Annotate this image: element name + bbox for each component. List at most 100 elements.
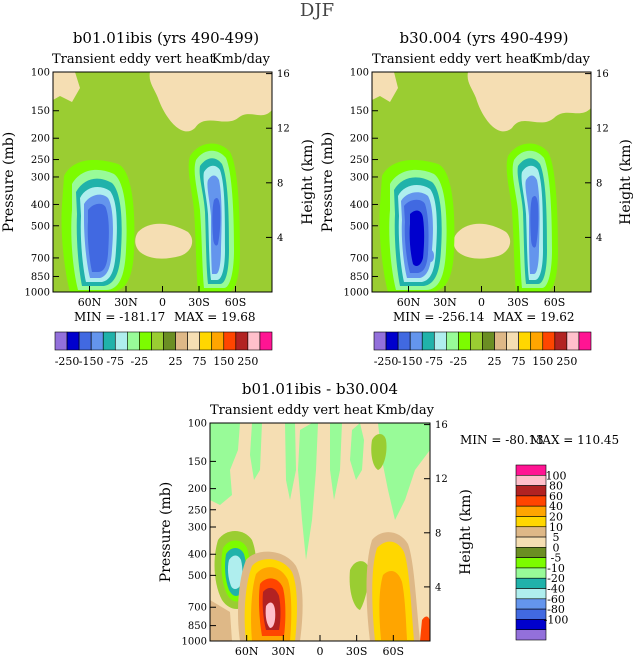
panel-b-colorbar-swatch — [578, 331, 592, 351]
panel-c-rtick-label: 4 — [435, 582, 441, 593]
panel-c-ylabel: Pressure (mb) — [158, 482, 174, 582]
panel-c: b01.01ibis - b30.004 Transient eddy vert… — [158, 380, 619, 658]
panel-a-ylabel-right: Height (km) — [300, 139, 316, 225]
panel-c-ytick-label: 850 — [188, 621, 207, 632]
panel-a-colorbar-swatch — [235, 331, 249, 351]
panel-c-colorbar-label: 0 — [553, 541, 560, 554]
panel-a-colorbar-swatch — [78, 331, 92, 351]
panel-a-colorbar-swatch — [127, 331, 140, 351]
panel-b-colorbar-swatch — [566, 331, 580, 351]
panel-b-max: MAX = 19.62 — [493, 310, 575, 324]
panel-a-rtick-label: 4 — [277, 233, 283, 244]
panel-b-colorbar-swatch — [554, 331, 568, 351]
panel-b-colorbar-label: -75 — [425, 355, 443, 368]
panel-c-colorbar-label: -60 — [547, 593, 565, 606]
panel-c-title: b01.01ibis - b30.004 — [242, 380, 398, 398]
panel-b-colorbar-label: 250 — [556, 355, 577, 368]
panel-c-colorbar-swatch — [515, 557, 547, 569]
panel-a-ytick-label: 1000 — [25, 288, 50, 299]
panel-c-ytick-label: 100 — [188, 419, 207, 430]
panel-c-ytick-label: 700 — [188, 603, 207, 614]
panel-c-units: Kmb/day — [376, 403, 435, 418]
panel-c-colorbar-label: -5 — [551, 552, 562, 565]
panel-c-max: MAX = 110.45 — [530, 433, 619, 447]
panel-c-colorbar-swatch — [515, 526, 547, 538]
panel-b-min: MIN = -256.14 — [393, 310, 485, 324]
panel-b-colorbar-label: -150 — [398, 355, 423, 368]
panel-b-units: Kmb/day — [532, 52, 591, 67]
panel-c-colorbar-swatch — [515, 547, 547, 558]
panel-a-xtick-label: 60N — [78, 296, 102, 309]
panel-c-colorbar-swatch — [515, 619, 547, 631]
panel-a: b01.01ibis (yrs 490-499) Transient eddy … — [1, 29, 316, 368]
panel-c-colorbar-label: 40 — [549, 500, 563, 513]
panel-a-colorbar-swatch — [90, 331, 104, 351]
panel-b-xtick-label: 30N — [433, 296, 457, 309]
panel-b-ytick-label: 400 — [350, 200, 369, 211]
panel-b-title: b30.004 (yrs 490-499) — [400, 29, 569, 47]
panel-c-colorbar-swatch — [515, 588, 547, 600]
panel-c-ytick-label: 250 — [188, 505, 207, 516]
panel-c-ytick-label: 1000 — [182, 637, 207, 648]
panel-a-colorbar-swatch — [114, 331, 128, 351]
panel-a-colorbar-swatch — [223, 331, 237, 351]
panel-b-colorbar-swatch — [518, 331, 532, 351]
panel-a-ytick-label: 150 — [31, 106, 50, 117]
panel-b-colorbar-label: 75 — [512, 355, 526, 368]
panel-c-xtick-label: 30S — [346, 645, 368, 658]
panel-c-ytick-label: 300 — [188, 523, 207, 534]
panel-c-colorbar-label: 100 — [546, 469, 567, 482]
panel-a-xtick-label: 60S — [225, 296, 247, 309]
panel-b-ytick-label: 250 — [350, 155, 369, 166]
panel-a-colorbar: -250 -150 -75 -25 25 75 150 250 — [54, 331, 273, 368]
panel-b-colorbar-label: 25 — [488, 355, 502, 368]
panel-a-ytick-label: 700 — [31, 253, 50, 264]
panel-a-colorbar-label: 75 — [193, 355, 207, 368]
panel-c-rtick-label: 12 — [435, 474, 448, 485]
panel-a-rtick-label: 16 — [277, 69, 290, 80]
panel-a-colorbar-label: -25 — [131, 355, 149, 368]
panel-c-colorbar-label: -10 — [547, 562, 565, 575]
panel-c-colorbar-swatch — [515, 629, 547, 641]
panel-b-colorbar-swatch — [482, 331, 495, 351]
panel-b-ytick-label: 1000 — [344, 288, 369, 299]
panel-b-colorbar-swatch — [409, 331, 423, 351]
panel-a-xtick-label: 30N — [114, 296, 138, 309]
panel-b-colorbar-swatch — [506, 331, 519, 351]
panel-a-ylabel: Pressure (mb) — [1, 132, 17, 232]
panel-c-colorbar-swatch — [515, 474, 547, 486]
panel-a-colorbar-swatch — [151, 331, 164, 351]
panel-a-min: MIN = -181.17 — [74, 310, 165, 324]
panel-a-ytick-label: 250 — [31, 155, 50, 166]
panel-a-colorbar-swatch — [175, 331, 188, 351]
page-title: DJF — [300, 0, 334, 21]
panel-a-ytick-label: 300 — [31, 172, 50, 183]
panel-a-colorbar-swatch — [54, 331, 68, 351]
panel-c-colorbar-swatch — [515, 567, 547, 579]
panel-a-colorbar-label: -250 — [55, 355, 80, 368]
panel-b-rtick-label: 16 — [596, 69, 609, 80]
panel-a-colorbar-swatch — [102, 331, 116, 351]
panel-c-colorbar-swatch — [515, 495, 547, 507]
panel-b-ytick-label: 300 — [350, 172, 369, 183]
panel-a-colorbar-label: -75 — [106, 355, 124, 368]
panel-a-axes: 100 150 200 250 300 400 500 700 850 1000 60N 30N 0 30… — [25, 68, 290, 310]
panel-c-colorbar-swatch — [515, 485, 547, 497]
panel-a-rtick-label: 12 — [277, 124, 290, 135]
panel-a-colorbar-swatch — [139, 331, 152, 351]
panel-b-colorbar-swatch — [494, 331, 507, 351]
panel-b-colorbar-swatch — [421, 331, 435, 351]
panel-c-colorbar-swatch — [515, 505, 547, 517]
panel-b-colorbar-swatch — [530, 331, 544, 351]
panel-a-rtick-label: 8 — [277, 178, 283, 189]
panel-c-ytick-label: 200 — [188, 484, 207, 495]
panel-a-xtick-label: 0 — [159, 296, 166, 309]
panel-a-colorbar-label: 150 — [213, 355, 234, 368]
panel-c-colorbar-label: -20 — [547, 572, 565, 585]
panel-b-ylabel: Pressure (mb) — [320, 132, 336, 232]
panel-c-xtick-label: 60S — [383, 645, 405, 658]
panel-a-field — [53, 72, 272, 292]
panel-b-colorbar-swatch — [446, 331, 459, 351]
panel-c-ytick-label: 400 — [188, 550, 207, 561]
